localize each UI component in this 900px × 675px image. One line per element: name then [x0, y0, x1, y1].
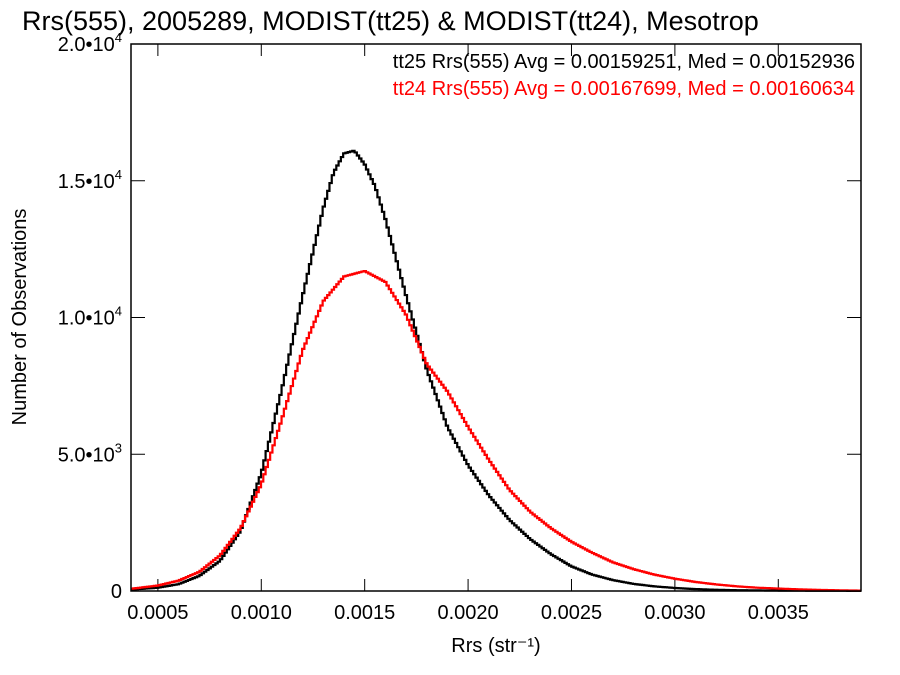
y-tick-label: 1.0•104: [58, 304, 122, 330]
y-axis: 0 5.0•103 1.0•104 1.5•104 2.0•104: [58, 30, 861, 603]
x-tick-label: 0.0020: [437, 602, 498, 624]
series-layer: [131, 149, 861, 592]
x-axis-label: Rrs (str⁻¹): [451, 635, 540, 657]
x-tick-label: 0.0015: [334, 602, 395, 624]
x-tick-label: 0.0005: [127, 602, 188, 624]
y-axis-ticks: [131, 43, 861, 592]
x-axis: 0.0005 0.0010 0.0015 0.0020 0.0025 0.0030 0.00…: [127, 44, 809, 624]
x-tick-label: 0.0035: [748, 602, 809, 624]
chart-title: Rrs(555), 2005289, MODIST(tt25) & MODIST…: [22, 6, 759, 36]
legend-entry-tt24: tt24 Rrs(555) Avg = 0.00167699, Med = 0.…: [393, 78, 855, 100]
x-tick-label: 0.0010: [231, 602, 292, 624]
y-tick-label: 5.0•103: [58, 440, 122, 466]
x-tick-label: 0.0030: [644, 602, 705, 624]
y-axis-tick-labels: 0 5.0•103 1.0•104 1.5•104 2.0•104: [58, 30, 122, 603]
series-line-tt24: [131, 269, 861, 592]
x-axis-ticks: [157, 44, 779, 591]
y-tick-label: 0: [111, 581, 122, 603]
y-tick-label: 1.5•104: [58, 167, 122, 193]
x-tick-label: 0.0025: [541, 602, 602, 624]
legend-entry-tt25: tt25 Rrs(555) Avg = 0.00159251, Med = 0.…: [393, 51, 855, 73]
x-axis-tick-labels: 0.0005 0.0010 0.0015 0.0020 0.0025 0.0030 0.00…: [127, 602, 809, 624]
plot-frame: [130, 43, 862, 592]
y-axis-label: Number of Observations: [9, 209, 31, 426]
y-tick-label: 2.0•104: [58, 30, 122, 56]
